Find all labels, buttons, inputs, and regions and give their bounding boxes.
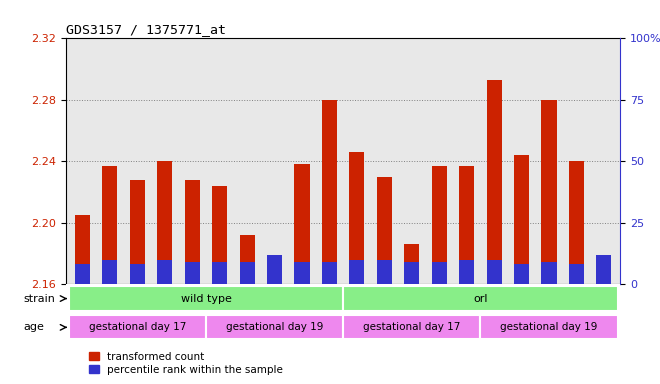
- Bar: [212, 262, 227, 284]
- Bar: [569, 265, 584, 284]
- Bar: [322, 100, 337, 284]
- Bar: [102, 166, 117, 284]
- Text: GDS3157 / 1375771_at: GDS3157 / 1375771_at: [66, 23, 226, 36]
- Text: gestational day 17: gestational day 17: [88, 322, 186, 333]
- Bar: [541, 100, 556, 284]
- Bar: [130, 180, 145, 284]
- FancyBboxPatch shape: [69, 286, 343, 311]
- Bar: [377, 260, 392, 284]
- Bar: [267, 255, 282, 284]
- Bar: [459, 166, 475, 284]
- Text: gestational day 19: gestational day 19: [226, 322, 323, 333]
- FancyBboxPatch shape: [343, 315, 480, 339]
- Bar: [432, 262, 447, 284]
- Bar: [157, 260, 172, 284]
- Bar: [322, 262, 337, 284]
- Bar: [157, 161, 172, 284]
- Bar: [486, 80, 502, 284]
- Text: gestational day 19: gestational day 19: [500, 322, 598, 333]
- Bar: [486, 260, 502, 284]
- Bar: [405, 244, 419, 284]
- Bar: [569, 161, 584, 284]
- Text: age: age: [23, 322, 44, 333]
- Bar: [459, 260, 475, 284]
- Bar: [377, 177, 392, 284]
- Bar: [514, 155, 529, 284]
- Bar: [294, 164, 310, 284]
- Bar: [185, 180, 200, 284]
- Bar: [75, 215, 90, 284]
- FancyBboxPatch shape: [69, 315, 206, 339]
- FancyBboxPatch shape: [343, 286, 618, 311]
- Text: strain: strain: [23, 293, 55, 304]
- FancyBboxPatch shape: [480, 315, 618, 339]
- Bar: [294, 262, 310, 284]
- Bar: [514, 265, 529, 284]
- Text: gestational day 17: gestational day 17: [363, 322, 461, 333]
- Bar: [405, 262, 419, 284]
- Text: wild type: wild type: [181, 293, 232, 304]
- Bar: [240, 262, 255, 284]
- Text: orl: orl: [473, 293, 488, 304]
- Bar: [349, 260, 364, 284]
- Bar: [267, 272, 282, 284]
- Bar: [240, 235, 255, 284]
- Legend: transformed count, percentile rank within the sample: transformed count, percentile rank withi…: [84, 348, 287, 379]
- Bar: [130, 265, 145, 284]
- Bar: [75, 265, 90, 284]
- Bar: [102, 260, 117, 284]
- Bar: [597, 272, 611, 284]
- Bar: [541, 262, 556, 284]
- Bar: [212, 186, 227, 284]
- Bar: [597, 255, 611, 284]
- FancyBboxPatch shape: [206, 315, 343, 339]
- Bar: [349, 152, 364, 284]
- Bar: [185, 262, 200, 284]
- Bar: [432, 166, 447, 284]
